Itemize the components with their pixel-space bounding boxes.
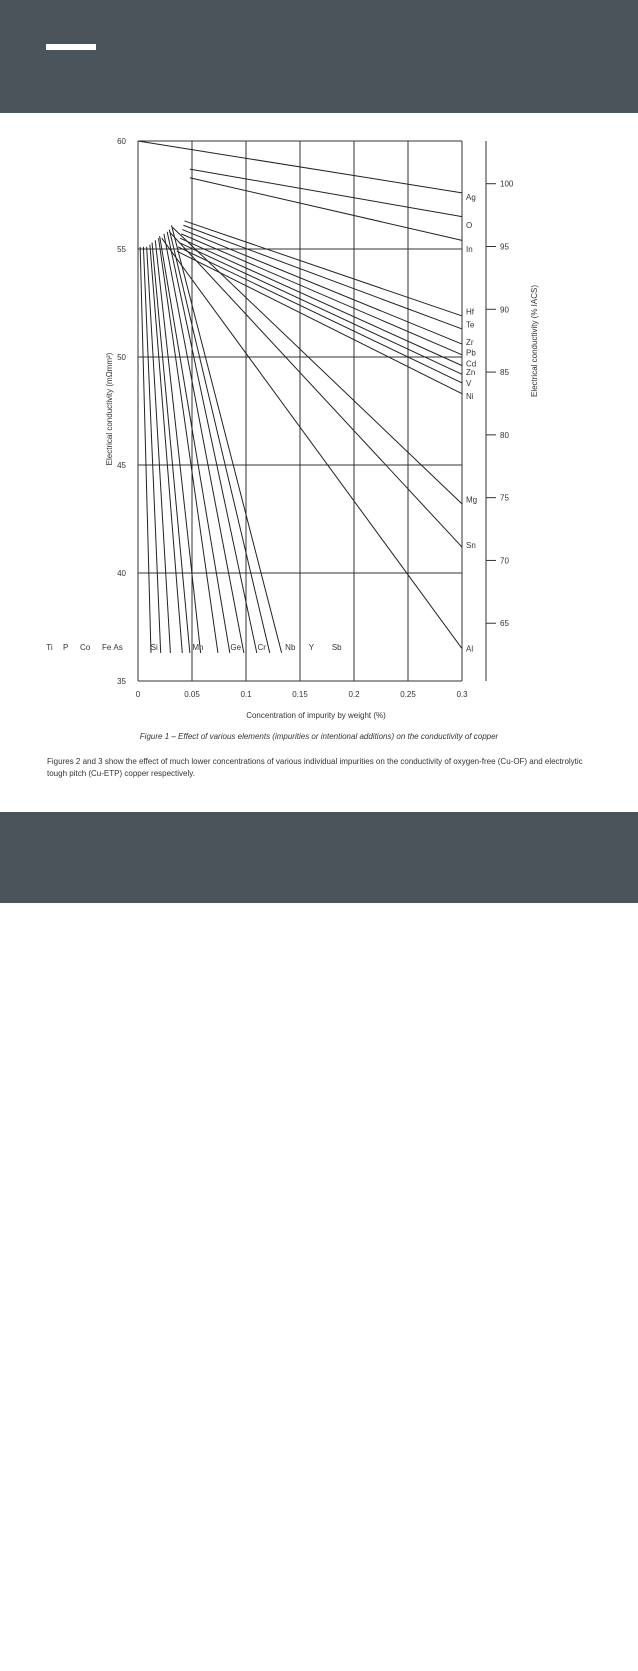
- series-line-ni: [176, 250, 463, 395]
- x-tick-label: 0.1: [240, 690, 252, 699]
- x-axis-title: Concentration of impurity by weight (%): [246, 711, 386, 720]
- series-line-p: [142, 246, 162, 653]
- y2-tick-label: 95: [500, 242, 509, 251]
- y2-tick-label: 65: [500, 619, 509, 628]
- series-line-zn: [178, 242, 463, 375]
- header-accent-bar: [46, 44, 96, 50]
- series-line-ag: [137, 140, 463, 194]
- series-label-v: V: [466, 379, 472, 388]
- series-line-cr: [163, 233, 245, 654]
- series-line-sb: [170, 225, 283, 654]
- series-label-zr: Zr: [466, 338, 474, 347]
- y-axis-title: Electrical conductivity (mΩmm²): [105, 352, 114, 465]
- x-tick-label: 0.15: [292, 690, 308, 699]
- y-tick-label: 45: [117, 461, 126, 470]
- series-label-p: P: [63, 643, 68, 652]
- body-paragraph: Figures 2 and 3 show the effect of much …: [47, 757, 583, 778]
- series-line-te: [183, 224, 463, 330]
- x-tick-label: 0.3: [456, 690, 468, 699]
- conductivity-chart: 0 0.05 0.1 0.15 0.2 0.25 0.3 35 40 45 50 55 60 65 70 75…: [46, 137, 539, 720]
- series-line-v: [177, 246, 463, 384]
- series-line-in: [189, 177, 463, 241]
- series-line-zr: [182, 229, 463, 345]
- series-line-hf: [184, 220, 463, 317]
- page-footer: 6 | HIGH CONDUCTIVITY COPPER FOR ELECTRI…: [0, 812, 638, 1671]
- y2-tick-label: 85: [500, 368, 509, 377]
- series-label-te: Te: [466, 321, 475, 330]
- y2-tick-label: 75: [500, 494, 509, 503]
- series-label-cd: Cd: [466, 359, 476, 368]
- series-line-mn: [158, 238, 219, 653]
- y2-axis-title: Electrical conductivity (% IACS): [530, 285, 539, 397]
- series-label-nb: Nb: [285, 643, 296, 652]
- series-label-as: As: [113, 643, 122, 652]
- series-label-y: Y: [309, 643, 315, 652]
- series-line-o: [189, 168, 463, 218]
- series-line-sn: [168, 231, 463, 548]
- series-label-fe: Fe: [102, 643, 112, 652]
- series-line-pb: [181, 233, 463, 356]
- y2-tick-label: 70: [500, 556, 509, 565]
- y2-tick-label: 100: [500, 180, 514, 189]
- series-label-co: Co: [80, 643, 91, 652]
- footer-title: 6 | HIGH CONDUCTIVITY COPPER FOR ELECTRI…: [47, 1661, 340, 1671]
- x-tick-label: 0.05: [184, 690, 200, 699]
- series-label-mg: Mg: [466, 496, 477, 505]
- page-header: [0, 0, 638, 113]
- series-label-sb: Sb: [332, 643, 342, 652]
- series-line-y: [168, 229, 271, 654]
- y-tick-label: 40: [117, 569, 126, 578]
- series-label-in: In: [466, 245, 473, 254]
- series-line-ti: [139, 246, 152, 653]
- series-label-ti: Ti: [46, 643, 53, 652]
- series-line-ge: [159, 235, 231, 654]
- series-label-cr: Cr: [257, 643, 266, 652]
- series-label-si: Si: [151, 643, 158, 652]
- series-label-sn: Sn: [466, 541, 476, 550]
- y-tick-label: 55: [117, 245, 126, 254]
- series-line-nb: [166, 231, 258, 654]
- series-label-ag: Ag: [466, 193, 476, 202]
- series-line-co: [146, 246, 171, 653]
- x-tick-label: 0: [136, 690, 141, 699]
- series-label-zn: Zn: [466, 368, 475, 377]
- figure-caption: Figure 1 – Effect of various elements (i…: [139, 732, 499, 741]
- y-tick-label: 60: [117, 137, 126, 146]
- series-line-cd: [179, 237, 463, 367]
- y2-tick-label: 80: [500, 431, 509, 440]
- x-tick-label: 0.2: [348, 690, 360, 699]
- series-line-si: [154, 240, 202, 653]
- x-tick-label: 0.25: [400, 690, 416, 699]
- series-label-hf: Hf: [466, 308, 475, 317]
- series-line-fe: [149, 244, 183, 653]
- series-label-ge: Ge: [230, 643, 241, 652]
- series-label-mn: Mn: [192, 643, 203, 652]
- series-label-al: Al: [466, 645, 473, 654]
- series-line-as: [151, 242, 191, 653]
- series-label-o: O: [466, 221, 472, 230]
- series-label-ni: Ni: [466, 392, 474, 401]
- series-label-pb: Pb: [466, 349, 476, 358]
- series-line-al: [161, 237, 463, 649]
- series-line-mg: [172, 227, 463, 505]
- y-tick-label: 35: [117, 677, 126, 686]
- y-tick-label: 50: [117, 353, 126, 362]
- y2-tick-label: 90: [500, 305, 509, 314]
